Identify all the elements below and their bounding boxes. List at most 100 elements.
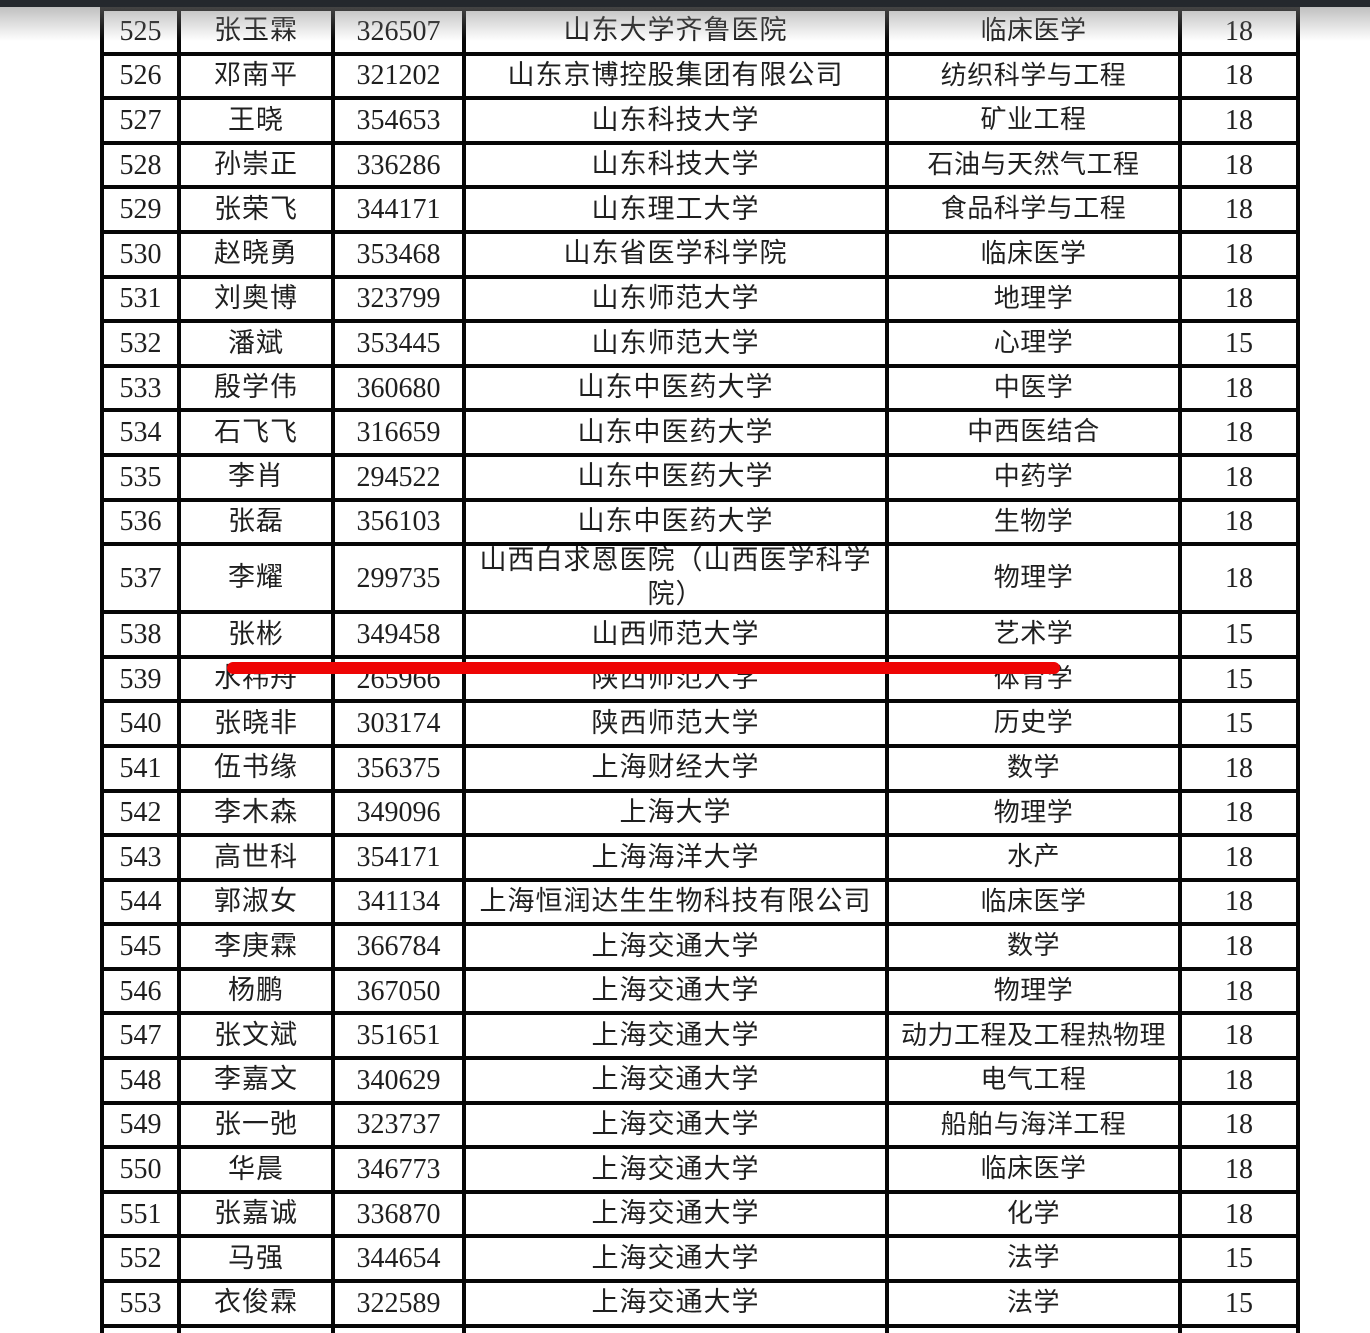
name-cell: 石飞飞 (181, 412, 331, 453)
index-cell: 531 (104, 278, 177, 320)
quota-cell: 15 (1182, 323, 1296, 364)
id-cell: 346773 (335, 1149, 462, 1190)
institution-cell: 山东中医药大学 (466, 367, 885, 409)
institution-cell: 山东科技大学 (466, 144, 885, 186)
id-cell: 356103 (335, 501, 462, 543)
id-cell: 323799 (335, 278, 462, 320)
quota-cell: 18 (1182, 881, 1296, 923)
discipline-cell: 石油与天然气工程 (889, 144, 1178, 186)
institution-cell: 上海交通大学 (466, 926, 885, 967)
quota-cell: 18 (1182, 55, 1296, 97)
institution-cell: 山东中医药大学 (466, 412, 885, 453)
name-cell: 张一弛 (181, 1104, 331, 1146)
discipline-cell: 临床医学 (889, 11, 1178, 52)
discipline-cell: 数学 (889, 926, 1178, 967)
index-cell: 543 (104, 837, 177, 878)
partial-row-cell (335, 1327, 462, 1333)
quota-cell: 18 (1182, 189, 1296, 230)
id-cell: 360680 (335, 367, 462, 409)
discipline-cell: 纺织科学与工程 (889, 55, 1178, 97)
partial-row-cell (889, 1327, 1178, 1333)
index-cell: 530 (104, 233, 177, 275)
institution-cell: 上海交通大学 (466, 1060, 885, 1101)
discipline-cell: 数学 (889, 747, 1178, 789)
institution-cell: 山东师范大学 (466, 278, 885, 320)
name-cell: 孙崇正 (181, 144, 331, 186)
discipline-cell: 中药学 (889, 456, 1178, 498)
id-cell: 336286 (335, 144, 462, 186)
institution-cell: 山东理工大学 (466, 189, 885, 230)
name-cell: 潘斌 (181, 323, 331, 364)
id-cell: 340629 (335, 1060, 462, 1101)
institution-cell: 山东中医药大学 (466, 501, 885, 543)
partial-row-cell (466, 1327, 885, 1333)
id-cell: 349458 (335, 614, 462, 655)
institution-cell: 山东京博控股集团有限公司 (466, 55, 885, 97)
quota-cell: 18 (1182, 1193, 1296, 1235)
name-cell: 华晨 (181, 1149, 331, 1190)
name-cell: 张玉霖 (181, 11, 331, 52)
index-cell: 528 (104, 144, 177, 186)
discipline-cell: 中西医结合 (889, 412, 1178, 453)
quota-cell: 18 (1182, 792, 1296, 834)
id-cell: 353468 (335, 233, 462, 275)
quota-cell: 18 (1182, 233, 1296, 275)
index-cell: 536 (104, 501, 177, 543)
name-cell: 赵晓勇 (181, 233, 331, 275)
institution-cell: 上海交通大学 (466, 970, 885, 1012)
institution-cell: 上海交通大学 (466, 1104, 885, 1146)
quota-cell: 18 (1182, 456, 1296, 498)
quota-cell: 18 (1182, 1149, 1296, 1190)
quota-cell: 15 (1182, 1238, 1296, 1280)
index-cell: 550 (104, 1149, 177, 1190)
id-cell: 349096 (335, 792, 462, 834)
discipline-cell: 物理学 (889, 546, 1178, 611)
quota-cell: 18 (1182, 100, 1296, 141)
discipline-cell: 水产 (889, 837, 1178, 878)
name-cell: 张文斌 (181, 1015, 331, 1057)
discipline-cell: 电气工程 (889, 1060, 1178, 1101)
name-cell: 衣俊霖 (181, 1283, 331, 1324)
quota-cell: 18 (1182, 837, 1296, 878)
id-cell: 344171 (335, 189, 462, 230)
name-cell: 李木森 (181, 792, 331, 834)
institution-cell: 山东省医学科学院 (466, 233, 885, 275)
institution-cell: 上海交通大学 (466, 1238, 885, 1280)
name-cell: 张荣飞 (181, 189, 331, 230)
name-cell: 李耀 (181, 546, 331, 611)
quota-cell: 18 (1182, 11, 1296, 52)
id-cell: 294522 (335, 456, 462, 498)
name-cell: 伍书缘 (181, 747, 331, 789)
index-cell: 538 (104, 614, 177, 655)
index-cell: 534 (104, 412, 177, 453)
institution-cell: 上海交通大学 (466, 1149, 885, 1190)
discipline-cell: 化学 (889, 1193, 1178, 1235)
discipline-cell: 艺术学 (889, 614, 1178, 655)
index-cell: 553 (104, 1283, 177, 1324)
index-cell: 549 (104, 1104, 177, 1146)
index-cell: 541 (104, 747, 177, 789)
name-cell: 刘奥博 (181, 278, 331, 320)
name-cell: 王晓 (181, 100, 331, 141)
discipline-cell: 物理学 (889, 792, 1178, 834)
index-cell: 548 (104, 1060, 177, 1101)
quota-cell: 15 (1182, 658, 1296, 700)
index-cell: 542 (104, 792, 177, 834)
partial-row-cell (181, 1327, 331, 1333)
discipline-cell: 心理学 (889, 323, 1178, 364)
quota-cell: 18 (1182, 278, 1296, 320)
id-cell: 344654 (335, 1238, 462, 1280)
discipline-cell: 船舶与海洋工程 (889, 1104, 1178, 1146)
quota-cell: 18 (1182, 1104, 1296, 1146)
index-cell: 529 (104, 189, 177, 230)
name-cell: 李嘉文 (181, 1060, 331, 1101)
index-cell: 535 (104, 456, 177, 498)
quota-cell: 15 (1182, 1283, 1296, 1324)
institution-cell: 陕西师范大学 (466, 703, 885, 744)
id-cell: 303174 (335, 703, 462, 744)
institution-cell: 上海财经大学 (466, 747, 885, 789)
quota-cell: 18 (1182, 1060, 1296, 1101)
discipline-cell: 中医学 (889, 367, 1178, 409)
name-cell: 李肖 (181, 456, 331, 498)
institution-cell: 上海海洋大学 (466, 837, 885, 878)
